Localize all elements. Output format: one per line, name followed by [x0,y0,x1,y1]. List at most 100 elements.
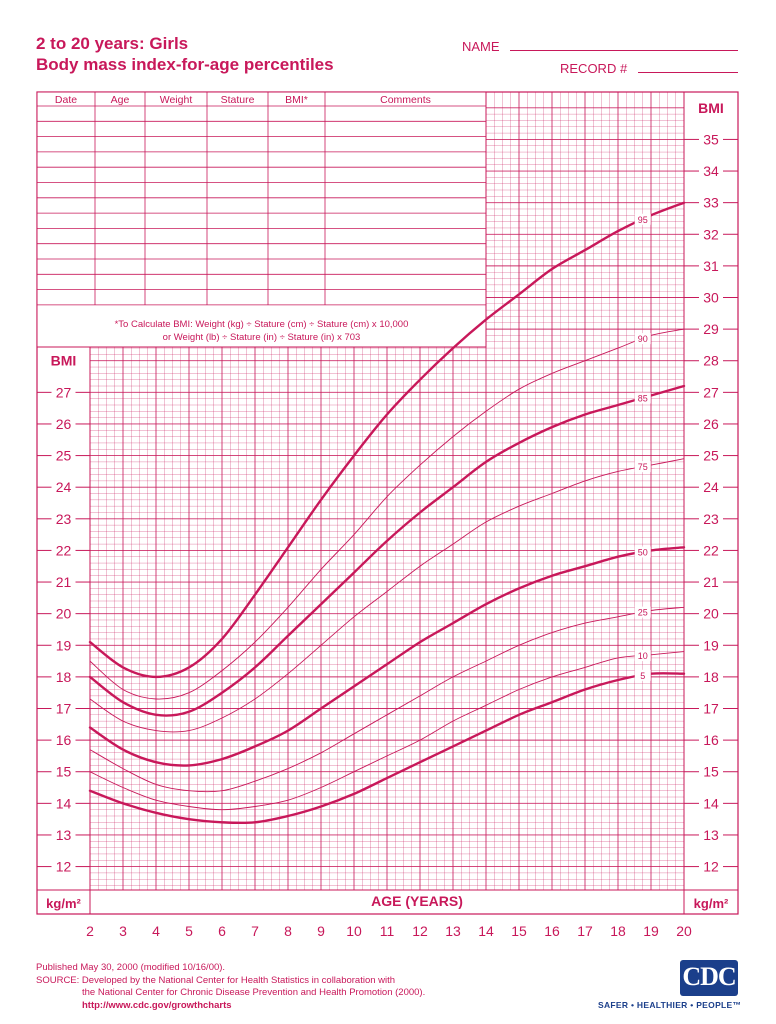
record-label: RECORD # [560,61,628,76]
footer-url[interactable]: http://www.cdc.gov/growthcharts [82,999,232,1011]
right-y-tick-label: 28 [703,353,719,369]
record-line [638,72,738,73]
x-tick-label: 9 [317,923,325,939]
right-y-tick-label: 20 [703,606,719,622]
right-unit-label: kg/m² [694,896,729,911]
right-y-tick-label: 13 [703,827,719,843]
x-tick-label: 16 [544,923,560,939]
percentile-label: 85 [638,393,648,403]
table-column-header: Age [111,94,130,106]
right-y-tick-label: 30 [703,290,719,306]
name-label: NAME [462,39,500,54]
left-unit-label-bg [39,895,88,912]
right-y-tick-label: 25 [703,448,719,464]
table-column-header: Date [55,94,77,106]
right-y-tick-label: 23 [703,511,719,527]
percentile-label-bg [634,669,651,681]
left-y-tick-label: 22 [56,542,72,558]
footer: Published May 30, 2000 (modified 10/16/0… [36,962,425,1012]
left-y-tick-label: 17 [56,701,72,717]
right-y-tick-label: 34 [703,163,719,179]
right-y-tick-label: 22 [703,542,719,558]
percentile-label-bg [634,546,651,558]
right-y-tick-label: 33 [703,195,719,211]
right-y-tick-label: 19 [703,637,719,653]
right-y-tick-label: 26 [703,416,719,432]
left-y-tick-label: 26 [56,416,72,432]
left-y-tick-label: 18 [56,669,72,685]
footer-source: SOURCE: Developed by the National Center… [36,974,396,986]
percentile-label: 5 [640,671,645,681]
left-bmi-label-bg [46,351,81,370]
percentile-curve-95 [88,201,686,679]
left-unit-label: kg/m² [46,896,81,911]
chart-title-line2: Body mass index-for-age percentiles [36,55,334,74]
x-tick-label: 6 [218,923,226,939]
x-tick-label: 19 [643,923,659,939]
left-y-tick-label: 25 [56,448,72,464]
right-y-tick-label: 21 [703,574,719,590]
percentile-label: 95 [638,215,648,225]
percentile-curve-50 [88,546,686,767]
left-y-tick-label: 19 [56,637,72,653]
percentile-curves: 95 90 85 75 50 25 10 5 [88,201,686,825]
cdc-logo: CDC [680,960,738,996]
record-table: Date Age Weight Stature BMI* Comments *To Calc… [36,91,487,348]
right-y-tick-label: 17 [703,701,719,717]
x-tick-label: 13 [445,923,461,939]
x-tick-label: 20 [676,923,692,939]
x-axis-title-bg [365,892,469,910]
left-y-tick-label: 23 [56,511,72,527]
right-y-tick-label: 29 [703,321,719,337]
percentile-label-bg [634,650,651,662]
table-column-header: Comments [380,94,431,106]
left-y-tick-label: 16 [56,732,72,748]
percentile-label: 50 [638,548,648,558]
table-column-header: BMI* [285,94,308,106]
x-tick-label: 8 [284,923,292,939]
cdc-logo-text: CDC [682,962,736,991]
axis-labels: 1213141516171819202122232425262712131415… [37,98,738,939]
left-y-tick-label: 12 [56,859,72,875]
chart-title-line1: 2 to 20 years: Girls [36,34,189,53]
table-column-header: Stature [221,94,255,106]
percentile-label: 90 [638,334,648,344]
percentile-label-bg [634,606,651,618]
percentile-curve-75 [89,458,685,733]
percentile-label-bg [634,392,651,404]
right-y-tick-label: 15 [703,764,719,780]
right-y-tick-label: 31 [703,258,719,274]
footer-published: Published May 30, 2000 (modified 10/16/0… [36,962,226,973]
right-y-tick-label: 24 [703,479,719,495]
x-tick-label: 3 [119,923,127,939]
x-axis-title: AGE (YEARS) [371,893,463,909]
percentile-label-bg [634,461,651,473]
left-y-tick-label: 20 [56,606,72,622]
bmi-formula-imperial: or Weight (lb) ÷ Stature (in) ÷ Stature … [163,332,361,343]
right-y-tick-label: 35 [703,131,719,147]
bmi-formula-metric: *To Calculate BMI: Weight (kg) ÷ Stature… [115,319,409,330]
footer-source-cont: the National Center for Chronic Disease … [82,987,426,998]
right-y-tick-label: 12 [703,859,719,875]
left-y-tick-label: 27 [56,384,72,400]
name-line [510,50,738,51]
percentile-label: 75 [638,462,648,472]
cdc-logo-box [680,960,738,996]
cdc-tagline: SAFER • HEALTHIER • PEOPLE™ [598,1000,742,1010]
right-unit-label-bg [686,895,736,912]
x-tick-label: 10 [346,923,362,939]
x-tick-label: 11 [380,923,395,939]
percentile-label: 25 [638,608,648,618]
x-tick-label: 7 [251,923,259,939]
x-tick-label: 5 [185,923,193,939]
percentile-label: 10 [638,651,648,661]
left-y-tick-label: 24 [56,479,72,495]
left-bmi-label: BMI [51,353,77,369]
x-tick-label: 4 [152,923,160,939]
x-tick-label: 14 [478,923,494,939]
right-y-tick-label: 14 [703,795,719,811]
percentile-label-bg [634,333,651,345]
right-y-tick-label: 16 [703,732,719,748]
left-y-tick-label: 13 [56,827,72,843]
